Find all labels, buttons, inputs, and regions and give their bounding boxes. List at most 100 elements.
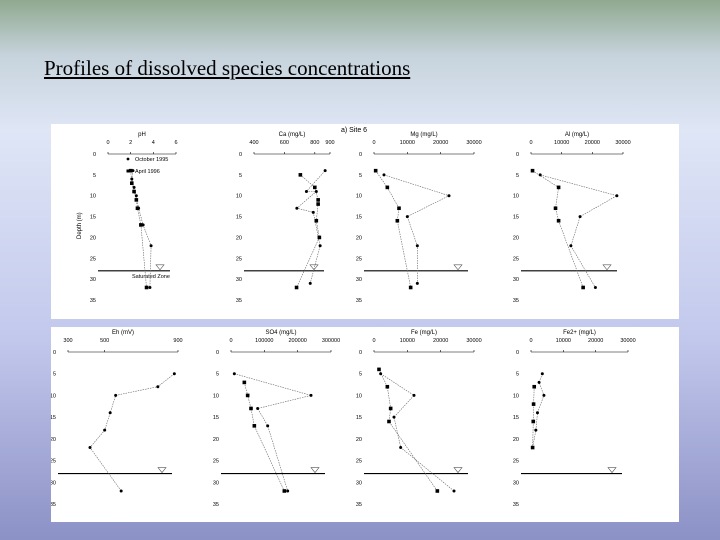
data-point-october (578, 215, 582, 219)
data-point-april (397, 206, 401, 211)
legend-october-label: October 1995 (135, 157, 168, 163)
data-point-april (317, 235, 322, 240)
depth-tick-label: 35 (51, 502, 56, 508)
data-point-october (379, 372, 383, 376)
x-tick-label: 10000 (554, 140, 569, 146)
depth-tick-label: 25 (90, 256, 96, 262)
water-table-marker-icon (155, 264, 165, 271)
data-point-october (266, 424, 270, 428)
depth-tick-label: 35 (356, 298, 362, 304)
data-point-april (249, 406, 253, 411)
depth-tick-label: 15 (513, 215, 519, 221)
depth-tick-label: 20 (236, 235, 242, 241)
x-axis-title-al: Al (mg/L) (565, 132, 589, 138)
x-axis-title-ph: pH (138, 132, 146, 138)
site-label: a) Site 6 (341, 127, 367, 134)
data-point-october (103, 428, 107, 432)
data-point-april (252, 424, 257, 428)
data-point-october (318, 244, 322, 248)
depth-tick-label: 25 (356, 459, 362, 465)
data-point-october (415, 244, 419, 248)
data-point-october (172, 372, 176, 376)
depth-tick-label: 35 (90, 298, 96, 304)
x-tick-label: 0 (106, 140, 109, 146)
data-point-october (537, 380, 541, 384)
legend: October 1995 April 1996 (126, 157, 168, 175)
x-tick-label: 4 (152, 140, 155, 146)
data-point-october (295, 206, 299, 210)
depth-tick-label: 10 (513, 194, 519, 200)
data-point-october (309, 393, 313, 397)
data-point-april (314, 218, 319, 223)
data-point-april (242, 380, 247, 385)
data-point-april (139, 223, 143, 227)
series-line-oct-fe (380, 373, 455, 492)
data-point-october (392, 415, 396, 419)
depth-tick-label: 5 (239, 173, 242, 179)
depth-tick-label: 30 (213, 480, 219, 486)
data-point-october (134, 194, 138, 198)
depth-tick-label: 15 (356, 415, 362, 421)
depth-tick-label: 10 (513, 393, 519, 399)
x-tick-label: 500 (100, 338, 109, 344)
x-axis-title-mg: Mg (mg/L) (410, 132, 437, 138)
depth-tick-label: 15 (51, 415, 56, 421)
series-line-apr-mg (375, 170, 411, 288)
depth-tick-label: 20 (213, 437, 219, 443)
x-tick-label: 300000 (322, 338, 340, 344)
legend-april-symbol (126, 169, 130, 173)
x-tick-label: 20000 (433, 140, 448, 146)
data-point-april (531, 402, 536, 406)
depth-tick-label: 15 (90, 215, 96, 221)
data-point-october (447, 194, 451, 198)
depth-tick-label: 0 (516, 350, 519, 356)
depth-tick-label: 15 (213, 415, 219, 421)
x-tick-label: 0 (529, 338, 532, 344)
x-tick-label: 200000 (288, 338, 306, 344)
data-point-april (130, 181, 134, 185)
depth-tick-label: 25 (513, 256, 519, 262)
depth-tick-label: 30 (356, 480, 362, 486)
depth-tick-label: 30 (513, 277, 519, 283)
data-point-april (282, 489, 287, 493)
data-point-october (323, 169, 327, 173)
data-point-april (316, 198, 320, 202)
x-tick-label: 800 (310, 140, 319, 146)
data-point-april (556, 218, 561, 223)
x-tick-label: 20000 (585, 140, 600, 146)
depth-tick-label: 25 (513, 459, 519, 465)
depth-tick-label: 30 (90, 277, 96, 283)
data-point-april (531, 419, 536, 424)
data-point-october (311, 210, 315, 214)
data-point-april (373, 168, 378, 173)
x-tick-label: 100000 (255, 338, 273, 344)
x-tick-label: 10000 (556, 338, 571, 344)
x-tick-label: 10000 (400, 140, 415, 146)
x-tick-label: 30000 (620, 338, 635, 344)
x-tick-label: 6 (174, 140, 177, 146)
series-line-apr-so4 (244, 382, 285, 492)
series-line-apr-fe2 (532, 386, 535, 448)
data-point-october (149, 244, 153, 248)
data-point-october (148, 285, 152, 289)
data-point-october (130, 177, 134, 181)
data-point-april (313, 185, 317, 190)
data-point-october (119, 489, 123, 493)
depth-tick-label: 15 (236, 215, 242, 221)
data-point-april (298, 173, 303, 177)
legend-april-label: April 1996 (135, 169, 160, 175)
panel-background (51, 124, 679, 319)
data-point-october (399, 446, 403, 450)
data-point-april (135, 206, 140, 211)
depth-tick-label: 20 (513, 437, 519, 443)
x-tick-label: 30000 (466, 140, 481, 146)
data-point-october (232, 372, 236, 376)
series-line-apr-al (532, 170, 584, 288)
data-point-april (385, 384, 390, 389)
x-tick-label: 30000 (615, 140, 630, 146)
x-tick-label: 0 (229, 338, 232, 344)
depth-tick-label: 5 (216, 372, 219, 378)
x-tick-label: 0 (372, 140, 375, 146)
data-point-april (556, 185, 561, 190)
depth-tick-label: 35 (356, 502, 362, 508)
